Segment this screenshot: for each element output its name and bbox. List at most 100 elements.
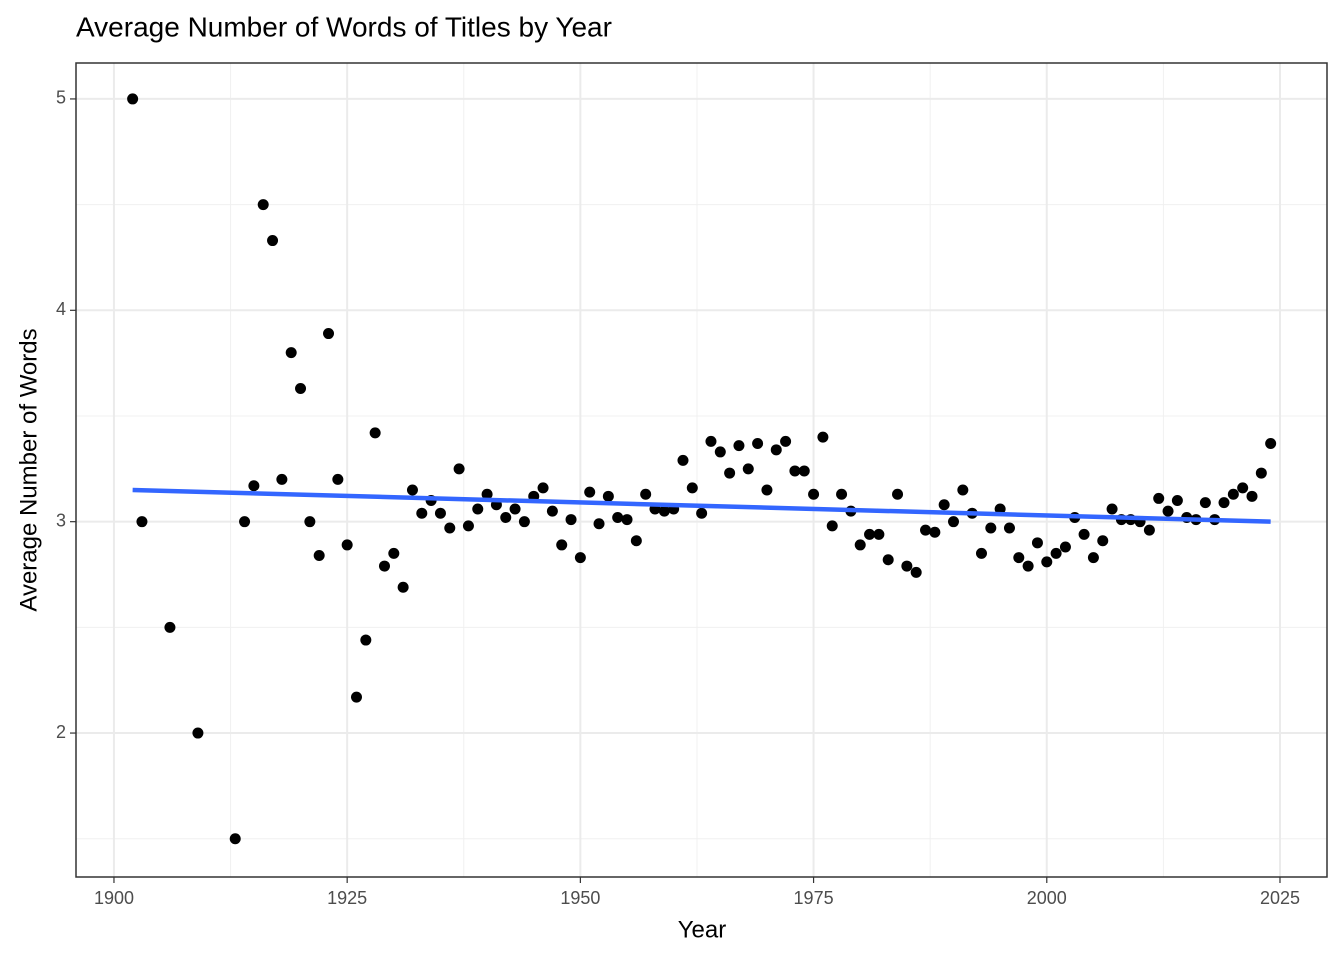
point (1031, 537, 1043, 549)
point (565, 514, 577, 526)
point (341, 539, 353, 551)
point (267, 235, 279, 247)
point (1218, 497, 1230, 509)
point (798, 465, 810, 477)
point (658, 505, 670, 517)
point (808, 488, 820, 500)
point (556, 539, 568, 551)
point (360, 634, 372, 646)
x-tick-label: 1925 (327, 888, 367, 908)
point (1143, 524, 1155, 536)
y-tick-label: 2 (56, 722, 66, 742)
point (770, 444, 782, 456)
y-tick-label: 4 (56, 299, 66, 319)
point (546, 505, 558, 517)
point (920, 524, 932, 536)
point (742, 463, 754, 475)
point (229, 833, 241, 845)
point (612, 511, 624, 523)
point (938, 499, 950, 511)
point (127, 93, 139, 105)
point (518, 516, 530, 528)
point (836, 488, 848, 500)
point (957, 484, 969, 496)
point (1050, 547, 1062, 559)
point (892, 488, 904, 500)
x-tick-label: 2025 (1260, 888, 1300, 908)
point (1097, 535, 1109, 547)
point (1265, 437, 1277, 449)
point (388, 547, 400, 559)
x-tick-label: 1950 (560, 888, 600, 908)
point (1153, 492, 1165, 504)
point (406, 484, 418, 496)
point (1041, 556, 1053, 568)
point (500, 511, 512, 523)
point (248, 480, 260, 492)
point (854, 539, 866, 551)
point (882, 554, 894, 566)
point (462, 520, 474, 532)
point (677, 454, 689, 466)
point (136, 516, 148, 528)
point (444, 522, 456, 534)
point (397, 581, 409, 593)
point (416, 507, 428, 519)
point (975, 547, 987, 559)
trend-line (132, 487, 1271, 524)
point (369, 427, 381, 439)
point (509, 503, 521, 515)
point (640, 488, 652, 500)
y-tick-label: 5 (56, 88, 66, 108)
point (164, 621, 176, 633)
point (192, 727, 204, 739)
point (929, 526, 941, 538)
point (276, 473, 288, 485)
point (1022, 560, 1034, 572)
point (350, 691, 362, 703)
point (1013, 552, 1025, 564)
point (621, 514, 633, 526)
x-axis-label: Year (678, 916, 727, 943)
point (434, 507, 446, 519)
point (714, 446, 726, 458)
point (295, 383, 307, 395)
point (304, 516, 316, 528)
y-tick-label: 3 (56, 510, 66, 530)
point (696, 507, 708, 519)
point (780, 435, 792, 447)
x-tick-label: 1900 (94, 888, 134, 908)
point (313, 550, 325, 562)
point (1237, 482, 1249, 494)
point (239, 516, 251, 528)
point (332, 473, 344, 485)
point (948, 516, 960, 528)
point (1199, 497, 1211, 509)
point (985, 522, 997, 534)
point (1255, 467, 1267, 479)
point (789, 465, 801, 477)
x-tick-label: 1975 (794, 888, 834, 908)
point (574, 552, 586, 564)
point (1227, 488, 1239, 500)
point (752, 437, 764, 449)
plot-border (75, 62, 1328, 878)
point (817, 431, 829, 443)
point (1246, 490, 1258, 502)
point (1162, 505, 1174, 517)
point (873, 528, 885, 540)
point (602, 490, 614, 502)
point (584, 486, 596, 498)
point (864, 528, 876, 540)
point (1059, 541, 1071, 553)
point (1087, 552, 1099, 564)
point (724, 467, 736, 479)
y-axis-label: Average Number of Words (15, 328, 42, 611)
point (593, 518, 605, 530)
point (994, 503, 1006, 515)
chart-title: Average Number of Words of Titles by Yea… (76, 11, 612, 42)
point (901, 560, 913, 572)
point (323, 328, 335, 340)
point (705, 435, 717, 447)
